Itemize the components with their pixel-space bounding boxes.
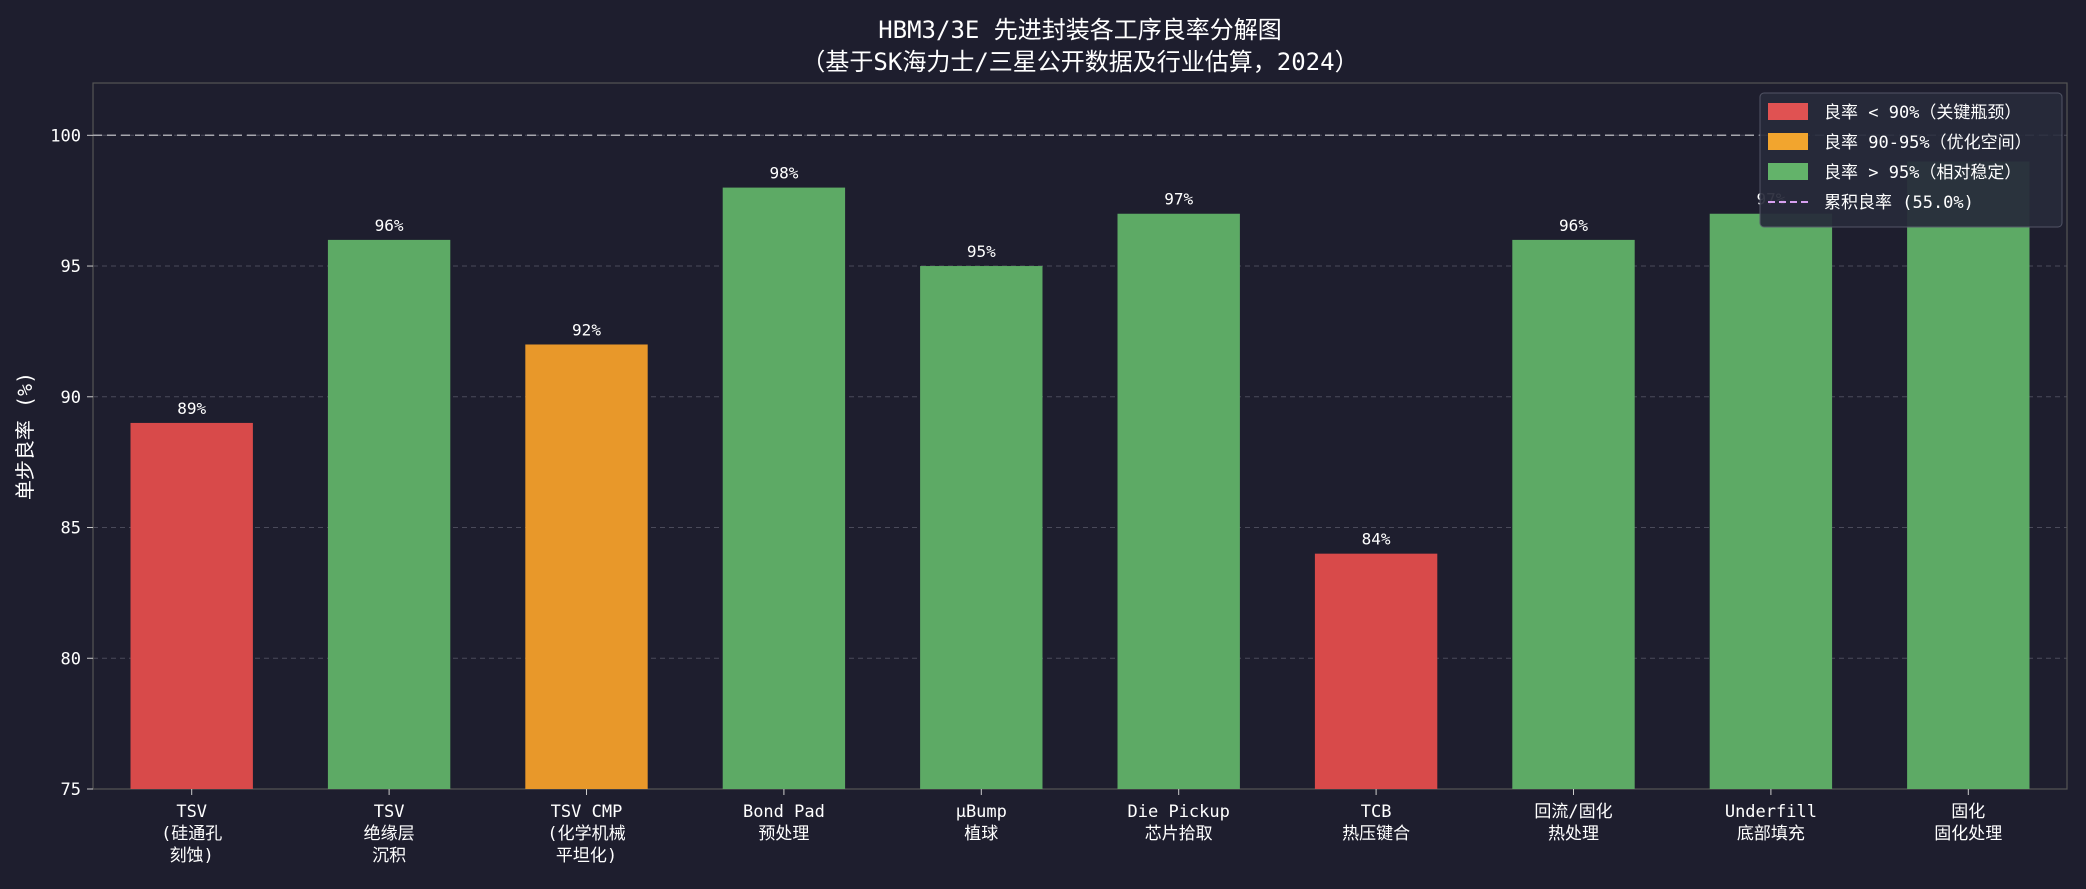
bar xyxy=(1117,213,1240,790)
y-tick-label: 80 xyxy=(61,649,81,669)
bar-value-label: 96% xyxy=(375,216,404,235)
axes-frame xyxy=(92,82,2068,790)
chart-title: HBM3/3E 先进封装各工序良率分解图 xyxy=(878,16,1282,44)
bar-value-label: 96% xyxy=(1559,216,1588,235)
legend-swatch xyxy=(1768,103,1808,120)
x-tick-label: (硅通孔 xyxy=(161,824,222,844)
x-tick-label: TSV CMP xyxy=(551,802,623,822)
x-tick-label: (化学机械 xyxy=(547,824,625,844)
x-tick-label: 固化 xyxy=(1951,802,1985,822)
x-tick-label: 植球 xyxy=(964,824,998,844)
x-tick-label: 热压键合 xyxy=(1342,824,1410,844)
bar-value-label: 98% xyxy=(769,164,798,183)
x-tick-label: 热处理 xyxy=(1548,824,1599,844)
y-tick-label: 85 xyxy=(61,519,81,539)
bar-value-label: 95% xyxy=(967,242,996,261)
x-tick-label: 芯片拾取 xyxy=(1145,824,1213,844)
bar xyxy=(722,187,846,789)
legend-label: 良率 90-95%（优化空间） xyxy=(1824,133,2032,153)
legend-swatch xyxy=(1768,163,1808,180)
bar xyxy=(130,422,253,789)
x-tick-label: 绝缘层 xyxy=(364,824,415,844)
bar-value-label: 84% xyxy=(1362,530,1391,549)
x-tick-label: Die Pickup xyxy=(1128,802,1230,822)
y-tick-label: 100 xyxy=(50,126,81,146)
x-tick-label: 沉积 xyxy=(372,846,406,866)
x-tick-label: TCB xyxy=(1361,802,1392,822)
x-tick-label: TSV xyxy=(374,802,405,822)
bar xyxy=(525,344,648,789)
x-tick-label: 平坦化) xyxy=(556,846,617,866)
y-tick-label: 95 xyxy=(61,257,81,277)
x-tick-label: 回流/固化 xyxy=(1534,802,1612,822)
x-tick-label: 固化处理 xyxy=(1934,824,2002,844)
x-tick-label: TSV xyxy=(176,802,207,822)
x-tick-label: Bond Pad xyxy=(743,802,825,822)
bar xyxy=(1709,213,1833,790)
legend-label: 良率 > 95%（相对稳定） xyxy=(1824,163,2021,183)
bar xyxy=(1314,553,1438,789)
bar xyxy=(1512,239,1635,789)
bar xyxy=(1907,161,2030,789)
legend-box xyxy=(1759,92,2063,228)
x-tick-label: 预处理 xyxy=(758,824,809,844)
y-tick-label: 75 xyxy=(61,780,81,800)
x-tick-label: 刻蚀) xyxy=(170,846,214,866)
legend-swatch xyxy=(1768,133,1808,150)
bar-value-label: 89% xyxy=(177,399,206,418)
legend-label: 累积良率 (55.0%) xyxy=(1824,193,1974,213)
legend-label: 良率 < 90%（关键瓶颈） xyxy=(1824,103,2021,123)
x-tick-label: Underfill xyxy=(1725,802,1817,822)
y-axis-label: 单步良率 (%) xyxy=(13,372,37,500)
bar xyxy=(920,266,1043,789)
x-tick-label: 底部填充 xyxy=(1737,824,1805,844)
bar xyxy=(327,239,451,789)
bar-value-label: 92% xyxy=(572,320,601,339)
chart-subtitle: （基于SK海力士/三星公开数据及行业估算，2024） xyxy=(801,48,1358,76)
bar-value-label: 97% xyxy=(1164,190,1193,209)
y-tick-label: 90 xyxy=(61,388,81,408)
x-tick-label: μBump xyxy=(956,802,1007,822)
